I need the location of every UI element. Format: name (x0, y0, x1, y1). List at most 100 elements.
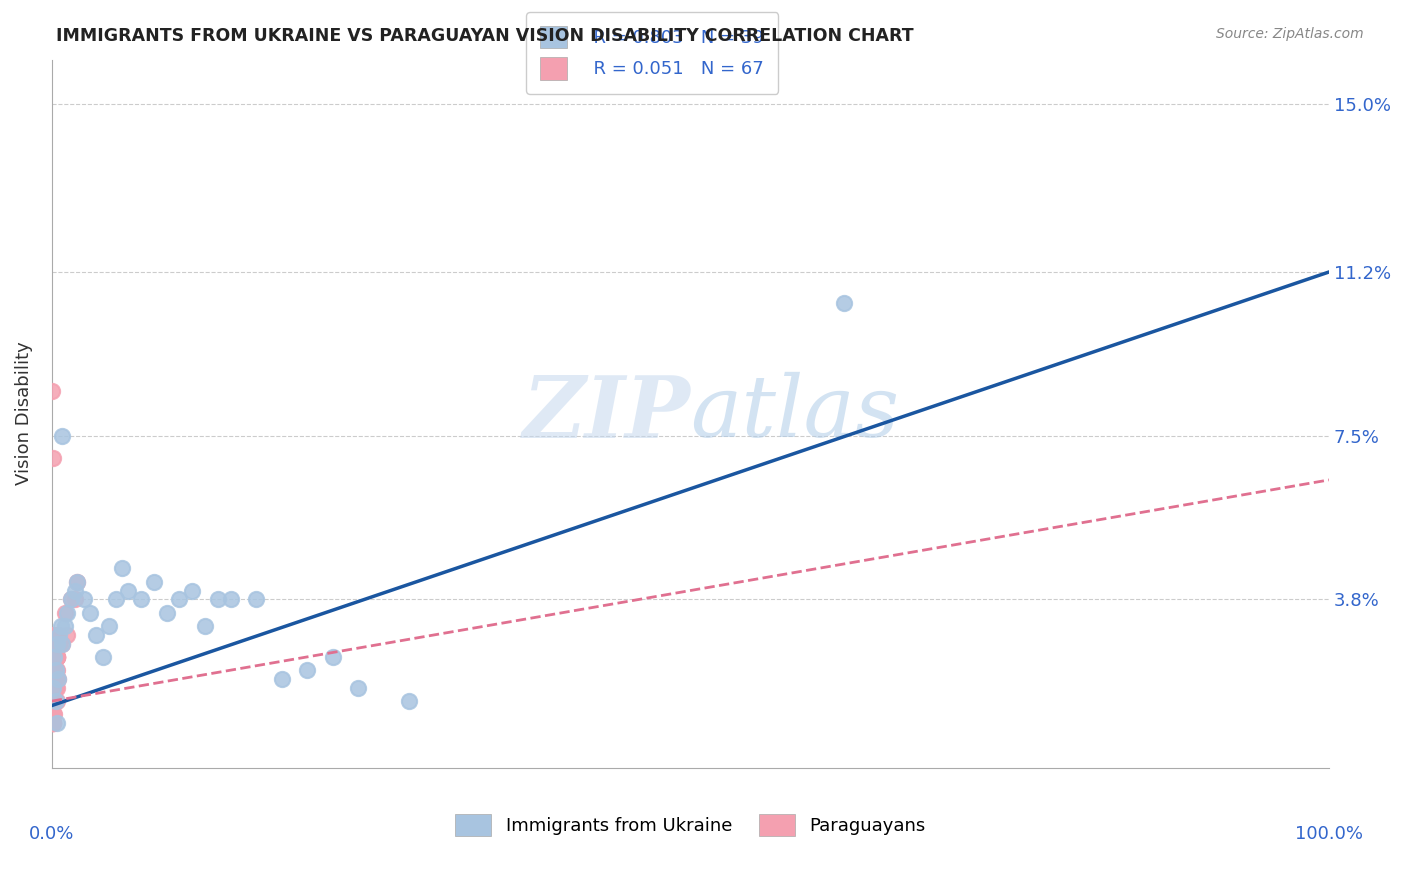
Point (42, 707, 65, 722)
Point (44, 663, 66, 677)
Point (44, 681, 66, 695)
Point (42, 716, 65, 731)
Text: atlas: atlas (690, 372, 900, 455)
Point (245, 592, 267, 607)
Point (45, 694, 67, 708)
Point (45, 649, 67, 664)
Point (42, 649, 65, 664)
Point (46, 637, 69, 651)
Point (111, 561, 134, 575)
Text: 0.0%: 0.0% (30, 825, 75, 843)
Point (129, 592, 152, 607)
Point (45, 649, 67, 664)
Point (42, 694, 65, 708)
Point (45, 637, 67, 651)
Point (142, 574, 165, 589)
Point (56, 606, 79, 620)
Point (104, 592, 127, 607)
Point (45, 672, 67, 686)
Point (42, 707, 65, 722)
Point (44, 694, 66, 708)
Point (45, 694, 67, 708)
Point (98, 619, 121, 633)
Point (44, 628, 66, 642)
Point (219, 592, 242, 607)
Point (56, 628, 79, 642)
Point (59, 592, 82, 607)
Point (46, 672, 69, 686)
Point (398, 694, 420, 708)
Text: IMMIGRANTS FROM UKRAINE VS PARAGUAYAN VISION DISABILITY CORRELATION CHART: IMMIGRANTS FROM UKRAINE VS PARAGUAYAN VI… (56, 27, 914, 45)
Point (42, 707, 65, 722)
Point (295, 663, 318, 677)
Point (42, 450, 65, 465)
Point (270, 672, 292, 686)
Point (45, 716, 67, 731)
Point (63, 592, 86, 607)
Point (42, 694, 65, 708)
Point (46, 628, 69, 642)
Point (42, 716, 65, 731)
Point (73, 592, 96, 607)
Point (44, 694, 66, 708)
Point (44, 663, 66, 677)
Point (48, 637, 70, 651)
Point (44, 681, 66, 695)
Point (44, 707, 66, 722)
Point (45, 649, 67, 664)
Point (181, 583, 204, 598)
Point (44, 694, 66, 708)
Point (45, 663, 67, 677)
Point (42, 716, 65, 731)
Text: 100.0%: 100.0% (1295, 825, 1362, 843)
Point (207, 592, 229, 607)
Point (44, 649, 66, 664)
Point (51, 637, 73, 651)
Y-axis label: Vision Disability: Vision Disability (15, 342, 32, 485)
Point (42, 707, 65, 722)
Point (45, 649, 67, 664)
Point (48, 628, 70, 642)
Point (44, 681, 66, 695)
Point (45, 681, 67, 695)
Point (42, 681, 65, 695)
Point (45, 672, 67, 686)
Point (79, 606, 101, 620)
Point (41, 384, 63, 399)
Point (45, 672, 67, 686)
Point (66, 574, 89, 589)
Point (322, 649, 344, 664)
Point (156, 606, 179, 620)
Point (45, 663, 67, 677)
Point (45, 637, 67, 651)
Point (42, 707, 65, 722)
Text: Source: ZipAtlas.com: Source: ZipAtlas.com (1216, 27, 1364, 41)
Point (46, 672, 69, 686)
Point (42, 637, 65, 651)
Point (45, 694, 67, 708)
Point (44, 672, 66, 686)
Point (41, 628, 63, 642)
Point (51, 428, 73, 442)
Point (53, 606, 76, 620)
Point (194, 619, 217, 633)
Point (51, 637, 73, 651)
Legend: Immigrants from Ukraine, Paraguayans: Immigrants from Ukraine, Paraguayans (447, 807, 934, 844)
Point (42, 716, 65, 731)
Point (45, 681, 67, 695)
Point (45, 663, 67, 677)
Point (44, 681, 66, 695)
Point (49, 619, 72, 633)
Point (832, 296, 855, 310)
Point (45, 663, 67, 677)
Point (59, 592, 82, 607)
Point (91, 649, 114, 664)
Point (45, 649, 67, 664)
Point (86, 628, 108, 642)
Point (45, 649, 67, 664)
Point (347, 681, 370, 695)
Point (45, 694, 67, 708)
Point (44, 694, 66, 708)
Point (42, 681, 65, 695)
Point (44, 663, 66, 677)
